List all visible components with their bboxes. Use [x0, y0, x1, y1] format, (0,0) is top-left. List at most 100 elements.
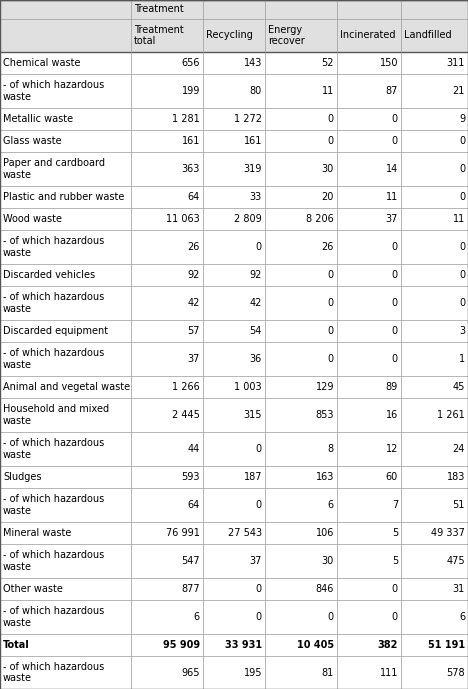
Text: 129: 129 — [315, 382, 334, 392]
Text: Glass waste: Glass waste — [3, 136, 62, 146]
Bar — [0, 186, 468, 208]
Text: 0: 0 — [328, 114, 334, 124]
Text: 26: 26 — [188, 242, 200, 252]
Text: 161: 161 — [182, 136, 200, 146]
Text: 0: 0 — [459, 192, 465, 202]
Text: 319: 319 — [244, 164, 262, 174]
Bar — [0, 74, 468, 108]
Text: 1 272: 1 272 — [234, 114, 262, 124]
Text: 8: 8 — [328, 444, 334, 454]
Bar — [0, 130, 468, 152]
Text: 0: 0 — [256, 612, 262, 622]
Text: 7: 7 — [392, 500, 398, 510]
Text: 16: 16 — [386, 410, 398, 420]
Text: 95 909: 95 909 — [163, 640, 200, 650]
Text: 475: 475 — [446, 556, 465, 566]
Text: 60: 60 — [386, 472, 398, 482]
Text: 150: 150 — [380, 58, 398, 68]
Text: 3: 3 — [459, 326, 465, 336]
Bar — [0, 432, 468, 466]
Text: 10 405: 10 405 — [297, 640, 334, 650]
Text: 0: 0 — [459, 242, 465, 252]
Text: 0: 0 — [328, 270, 334, 280]
Text: Wood waste: Wood waste — [3, 214, 62, 224]
Text: Incinerated: Incinerated — [340, 30, 395, 41]
Text: 0: 0 — [392, 612, 398, 622]
Text: 199: 199 — [182, 86, 200, 96]
Text: 52: 52 — [322, 58, 334, 68]
Text: 20: 20 — [322, 192, 334, 202]
Text: Metallic waste: Metallic waste — [3, 114, 73, 124]
Text: 0: 0 — [328, 298, 334, 308]
Text: 0: 0 — [392, 298, 398, 308]
Text: 2 445: 2 445 — [172, 410, 200, 420]
Text: 11: 11 — [453, 214, 465, 224]
Text: 0: 0 — [392, 114, 398, 124]
Text: 0: 0 — [328, 136, 334, 146]
Text: 1: 1 — [459, 354, 465, 364]
Text: Treatment: Treatment — [134, 5, 184, 14]
Text: 0: 0 — [328, 326, 334, 336]
Text: 161: 161 — [244, 136, 262, 146]
Text: 44: 44 — [188, 444, 200, 454]
Text: 0: 0 — [392, 270, 398, 280]
Text: Sludges: Sludges — [3, 472, 42, 482]
Text: 311: 311 — [446, 58, 465, 68]
Bar — [0, 208, 468, 230]
Text: 11: 11 — [386, 192, 398, 202]
Text: 12: 12 — [386, 444, 398, 454]
Text: 1 266: 1 266 — [172, 382, 200, 392]
Text: 30: 30 — [322, 556, 334, 566]
Text: 26: 26 — [322, 242, 334, 252]
Bar — [0, 152, 468, 186]
Text: 0: 0 — [328, 354, 334, 364]
Bar — [0, 376, 468, 398]
Text: Energy
recover: Energy recover — [268, 25, 305, 46]
Text: - of which hazardous
waste: - of which hazardous waste — [3, 236, 104, 258]
Text: 547: 547 — [182, 556, 200, 566]
Text: 36: 36 — [250, 354, 262, 364]
Text: 0: 0 — [459, 270, 465, 280]
Text: - of which hazardous
waste: - of which hazardous waste — [3, 348, 104, 370]
Text: 1 003: 1 003 — [234, 382, 262, 392]
Bar — [0, 398, 468, 432]
Text: 33 931: 33 931 — [225, 640, 262, 650]
Text: Recycling: Recycling — [206, 30, 253, 41]
Text: 64: 64 — [188, 500, 200, 510]
Text: - of which hazardous
waste: - of which hazardous waste — [3, 661, 104, 683]
Bar — [0, 522, 468, 544]
Text: 0: 0 — [328, 612, 334, 622]
Text: 8 206: 8 206 — [306, 214, 334, 224]
Text: 5: 5 — [392, 556, 398, 566]
Text: 0: 0 — [392, 354, 398, 364]
Bar — [0, 466, 468, 488]
Text: Landfilled: Landfilled — [404, 30, 452, 41]
Text: Total: Total — [3, 640, 30, 650]
Text: 57: 57 — [188, 326, 200, 336]
Text: 6: 6 — [459, 612, 465, 622]
Text: 51 191: 51 191 — [428, 640, 465, 650]
Text: 45: 45 — [453, 382, 465, 392]
Text: 33: 33 — [250, 192, 262, 202]
Text: 24: 24 — [453, 444, 465, 454]
Bar — [0, 108, 468, 130]
Text: 0: 0 — [392, 242, 398, 252]
Text: 49 337: 49 337 — [431, 528, 465, 538]
Text: 54: 54 — [249, 326, 262, 336]
Bar — [0, 488, 468, 522]
Text: 1 281: 1 281 — [172, 114, 200, 124]
Text: 6: 6 — [194, 612, 200, 622]
Text: Chemical waste: Chemical waste — [3, 58, 80, 68]
Text: 37: 37 — [386, 214, 398, 224]
Text: 0: 0 — [256, 584, 262, 594]
Text: Mineral waste: Mineral waste — [3, 528, 72, 538]
Text: 578: 578 — [446, 668, 465, 677]
Bar — [0, 634, 468, 656]
Text: 877: 877 — [182, 584, 200, 594]
Text: 92: 92 — [249, 270, 262, 280]
Text: Discarded vehicles: Discarded vehicles — [3, 270, 95, 280]
Text: 11: 11 — [322, 86, 334, 96]
Text: 0: 0 — [459, 136, 465, 146]
Text: 51: 51 — [453, 500, 465, 510]
Text: 183: 183 — [446, 472, 465, 482]
